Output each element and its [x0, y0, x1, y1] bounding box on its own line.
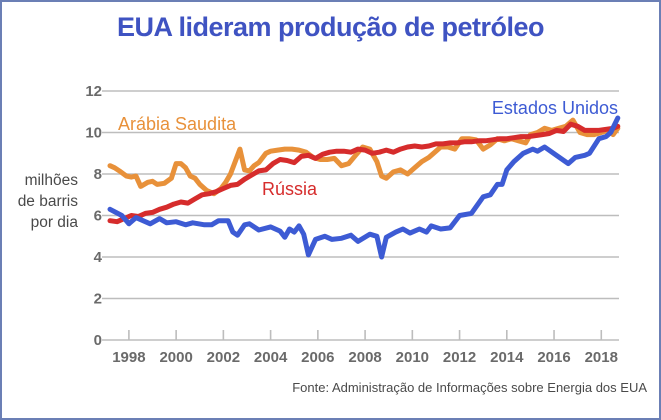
source-note: Fonte: Administração de Informações sobr… — [292, 380, 647, 395]
x-tick-label: 2012 — [443, 349, 476, 366]
x-tick-label: 2016 — [537, 349, 570, 366]
x-tick-label: 2002 — [207, 349, 240, 366]
x-tick-label: 2008 — [348, 349, 381, 366]
x-tick-label: 2014 — [490, 349, 524, 366]
chart-title: EUA lideram produção de petróleo — [116, 12, 545, 42]
x-tick-label: 2018 — [585, 349, 618, 366]
y-axis-label-line: milhões — [24, 172, 78, 189]
y-tick-labels: 0 2 4 6 8 10 12 — [85, 83, 102, 349]
series-label: Rússia — [262, 179, 318, 199]
y-tick-label: 4 — [94, 249, 103, 266]
series-label: Estados Unidos — [492, 98, 618, 118]
x-tick-label: 2004 — [254, 349, 288, 366]
y-tick-label: 2 — [94, 291, 102, 308]
x-tick-label: 2006 — [301, 349, 334, 366]
series-lines — [107, 115, 621, 260]
y-axis-label: milhões de barris por dia — [4, 170, 78, 233]
y-tick-label: 10 — [85, 125, 102, 142]
series-line-r-ssia — [107, 121, 621, 225]
y-tick-label: 6 — [94, 208, 102, 225]
y-tick-label: 0 — [94, 332, 102, 349]
series-labels: Arábia Saudita Rússia Estados Unidos — [118, 98, 618, 199]
y-tick-label: 8 — [94, 166, 102, 183]
y-tick-label: 12 — [85, 83, 102, 100]
x-tick-label: 2010 — [396, 349, 429, 366]
x-ticks: 1998 2000 2002 2004 2006 2008 2010 2012 2014 2016… — [112, 330, 618, 366]
y-axis-label-line: de barris — [17, 193, 78, 210]
series-line-estados-unidos — [107, 115, 621, 260]
series-label: Arábia Saudita — [118, 114, 237, 134]
y-axis-label-line: por dia — [30, 214, 78, 231]
x-tick-label: 2000 — [159, 349, 192, 366]
x-tick-label: 1998 — [112, 349, 145, 366]
